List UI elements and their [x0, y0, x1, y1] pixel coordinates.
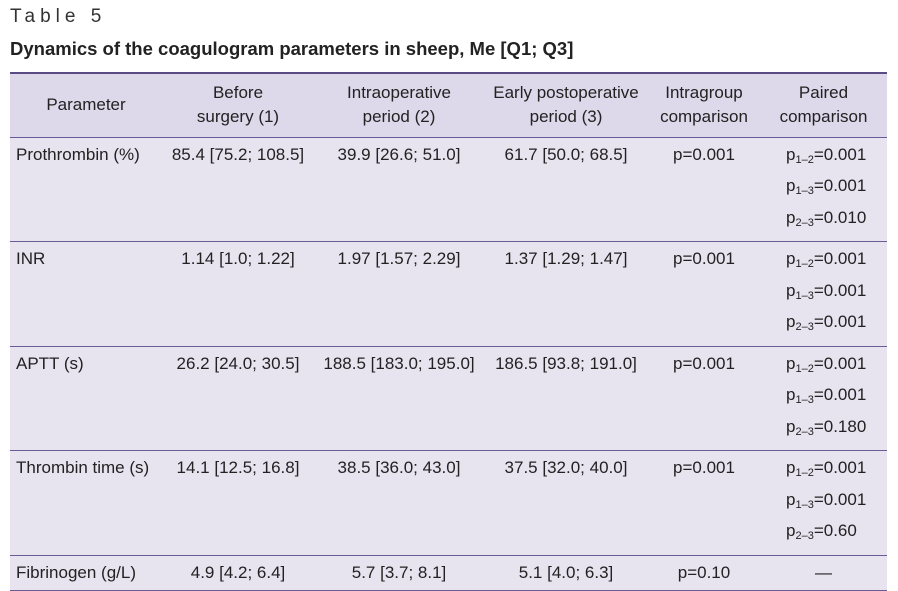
- postop-cell: 37.5 [32.0; 40.0]: [504, 458, 628, 477]
- paired-value: p1–2=0.001: [786, 249, 867, 270]
- header-intragroup: Intragroup comparison: [648, 73, 760, 137]
- intragroup-cell: p=0.10: [677, 562, 731, 582]
- intraop-cell: 188.5 [183.0; 195.0]: [323, 353, 475, 373]
- coagulogram-table: Parameter Before surgery (1) Intraoperat…: [10, 72, 887, 591]
- header-early-postoperative: Early postoperative period (3): [484, 73, 648, 137]
- intraop-cell: 5.7 [3.7; 8.1]: [351, 562, 447, 582]
- postop-cell: 61.7 [50.0; 68.5]: [504, 144, 628, 164]
- intragroup-cell: p=0.001: [673, 353, 735, 373]
- paired-value: p1–2=0.001: [786, 353, 867, 375]
- paired-value: p2–3=0.180: [786, 416, 867, 438]
- header-before-surgery: Before surgery (1): [162, 73, 314, 137]
- intraop-cell: 1.97 [1.57; 2.29]: [337, 249, 461, 268]
- header-paired: Paired comparison: [760, 73, 887, 137]
- paired-cell: p1–2=0.001 p1–3=0.001 p2–3=0.60: [760, 451, 887, 556]
- header-intraoperative: Intraoperative period (2): [314, 73, 484, 137]
- table-row: APTT (s) 26.2 [24.0; 30.5] 188.5 [183.0;…: [10, 346, 887, 451]
- before-cell: 26.2 [24.0; 30.5]: [176, 353, 300, 373]
- before-cell: 14.1 [12.5; 16.8]: [176, 458, 300, 477]
- postop-cell: 5.1 [4.0; 6.3]: [518, 562, 614, 582]
- paired-value: p1–3=0.001: [786, 489, 867, 511]
- paired-cell: p1–2=0.001 p1–3=0.001 p2–3=0.010: [760, 137, 887, 242]
- intragroup-cell: p=0.001: [673, 458, 735, 477]
- paired-value: p2–3=0.60: [786, 521, 857, 542]
- before-cell: 4.9 [4.2; 6.4]: [190, 562, 286, 582]
- paired-value: p1–3=0.001: [786, 280, 867, 302]
- table-header-row: Parameter Before surgery (1) Intraoperat…: [10, 73, 887, 137]
- intraop-cell: 38.5 [36.0; 43.0]: [337, 458, 461, 477]
- intragroup-cell: p=0.001: [673, 249, 735, 268]
- paired-cell: p1–2=0.001 p1–3=0.001 p2–3=0.180: [760, 346, 887, 451]
- paired-cell: —: [815, 562, 832, 582]
- parameter-cell: Prothrombin (%): [16, 144, 140, 164]
- parameter-cell: Thrombin time (s): [16, 458, 150, 477]
- postop-cell: 186.5 [93.8; 191.0]: [495, 353, 637, 373]
- parameter-cell: Fibrinogen (g/L): [16, 562, 137, 582]
- table-title: Dynamics of the coagulogram parameters i…: [10, 38, 574, 59]
- header-parameter: Parameter: [10, 73, 162, 137]
- table-row: INR 1.14 [1.0; 1.22] 1.97 [1.57; 2.29] 1…: [10, 241, 887, 347]
- table-label: Table 5: [10, 6, 107, 27]
- table-row: Fibrinogen (g/L) 4.9 [4.2; 6.4] 5.7 [3.7…: [10, 555, 887, 591]
- paired-value: p1–3=0.001: [786, 176, 867, 197]
- parameter-cell: INR: [16, 249, 46, 268]
- table-row: Prothrombin (%) 85.4 [75.2; 108.5] 39.9 …: [10, 137, 887, 242]
- parameter-cell: APTT (s): [16, 353, 84, 373]
- intraop-cell: 39.9 [26.6; 51.0]: [337, 144, 461, 164]
- paired-value: p2–3=0.010: [786, 207, 867, 229]
- intragroup-cell: p=0.001: [673, 144, 735, 164]
- paired-value: p1–2=0.001: [786, 144, 867, 166]
- postop-cell: 1.37 [1.29; 1.47]: [504, 249, 628, 268]
- before-cell: 85.4 [75.2; 108.5]: [171, 144, 305, 164]
- paired-value: p2–3=0.001: [786, 312, 867, 333]
- before-cell: 1.14 [1.0; 1.22]: [181, 249, 295, 268]
- paired-cell: p1–2=0.001 p1–3=0.001 p2–3=0.001: [760, 242, 887, 347]
- paired-value: p1–3=0.001: [786, 385, 867, 406]
- table-row: Thrombin time (s) 14.1 [12.5; 16.8] 38.5…: [10, 450, 887, 556]
- paired-value: p1–2=0.001: [786, 458, 867, 479]
